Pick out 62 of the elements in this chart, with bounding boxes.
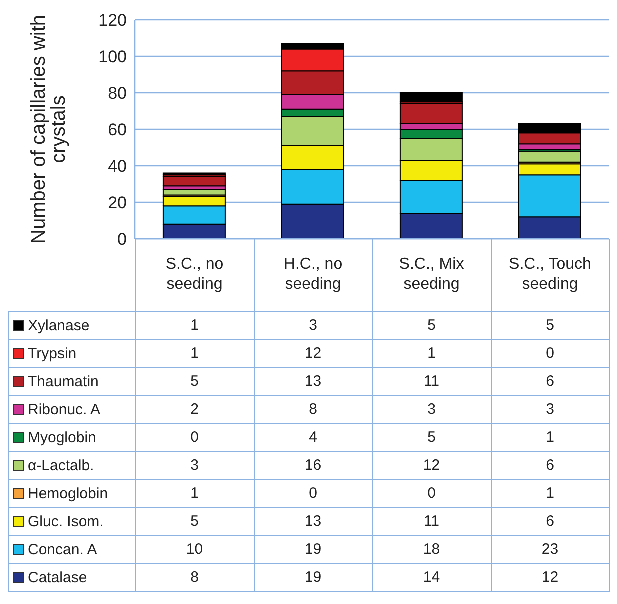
data-label: 13	[254, 508, 372, 536]
legend-label: Gluc. Isom.	[28, 513, 104, 530]
y-tick-label: 40	[108, 157, 127, 176]
y-tick-label: 100	[98, 48, 127, 67]
data-label: 5	[136, 368, 254, 396]
data-label: 3	[136, 452, 254, 480]
legend-label: Ribonuc. A	[28, 401, 101, 418]
y-tick-label: 80	[108, 84, 127, 104]
legend-label: Myoglobin	[28, 429, 96, 446]
data-label: 11	[372, 368, 491, 396]
data-label: 6	[491, 368, 610, 396]
data-label: 5	[136, 508, 254, 536]
legend-label: Catalase	[28, 569, 88, 586]
data-label: 11	[372, 508, 491, 536]
data-label: 1	[136, 480, 254, 508]
legend-label: Thaumatin	[28, 373, 99, 390]
data-label: 18	[372, 536, 491, 564]
data-label: 0	[491, 340, 610, 368]
legend-label: Hemoglobin	[28, 485, 108, 502]
x-tick-label: S.C., Mix seeding	[372, 239, 491, 312]
data-label: 1	[491, 480, 610, 508]
data-label: 1	[136, 340, 254, 368]
data-label: 1	[372, 340, 491, 368]
data-label: 1	[136, 312, 254, 340]
data-label: 8	[254, 396, 372, 424]
x-tick-label: S.C., no seeding	[136, 239, 254, 312]
y-axis-title: Number of capillaries with crystals	[28, 15, 70, 244]
data-label: 3	[254, 312, 372, 340]
data-label: 0	[372, 480, 491, 508]
data-label: 19	[254, 564, 372, 592]
y-tick-label: 0	[118, 230, 127, 250]
data-label: 0	[136, 424, 254, 452]
data-label: 14	[372, 564, 491, 592]
legend-label: Xylanase	[28, 317, 90, 334]
data-label: 5	[372, 424, 491, 452]
x-tick-label: H.C., no seeding	[254, 239, 372, 312]
data-label: 5	[491, 312, 610, 340]
data-label: 3	[491, 396, 610, 424]
y-tick-label: 60	[108, 120, 127, 140]
data-label: 1	[491, 424, 610, 452]
data-label: 6	[491, 508, 610, 536]
data-label: 5	[372, 312, 491, 340]
data-label: 3	[372, 396, 491, 424]
data-label: 23	[491, 536, 610, 564]
data-label: 10	[136, 536, 254, 564]
data-label: 12	[491, 564, 610, 592]
data-label: 0	[254, 480, 372, 508]
data-label: 2	[136, 396, 254, 424]
data-label: 4	[254, 424, 372, 452]
y-tick-label: 120	[98, 11, 127, 30]
legend-label: α-Lactalb.	[28, 457, 94, 474]
y-tick-label: 20	[108, 194, 127, 213]
data-label: 6	[491, 452, 610, 480]
x-tick-label: S.C., Touch seeding	[491, 239, 610, 312]
data-label: 12	[254, 340, 372, 368]
data-label: 16	[254, 452, 372, 480]
data-label: 13	[254, 368, 372, 396]
data-label: 19	[254, 536, 372, 564]
data-label: 12	[372, 452, 491, 480]
legend-label: Trypsin	[28, 345, 77, 362]
legend-label: Concan. A	[28, 541, 98, 558]
data-label: 8	[136, 564, 254, 592]
